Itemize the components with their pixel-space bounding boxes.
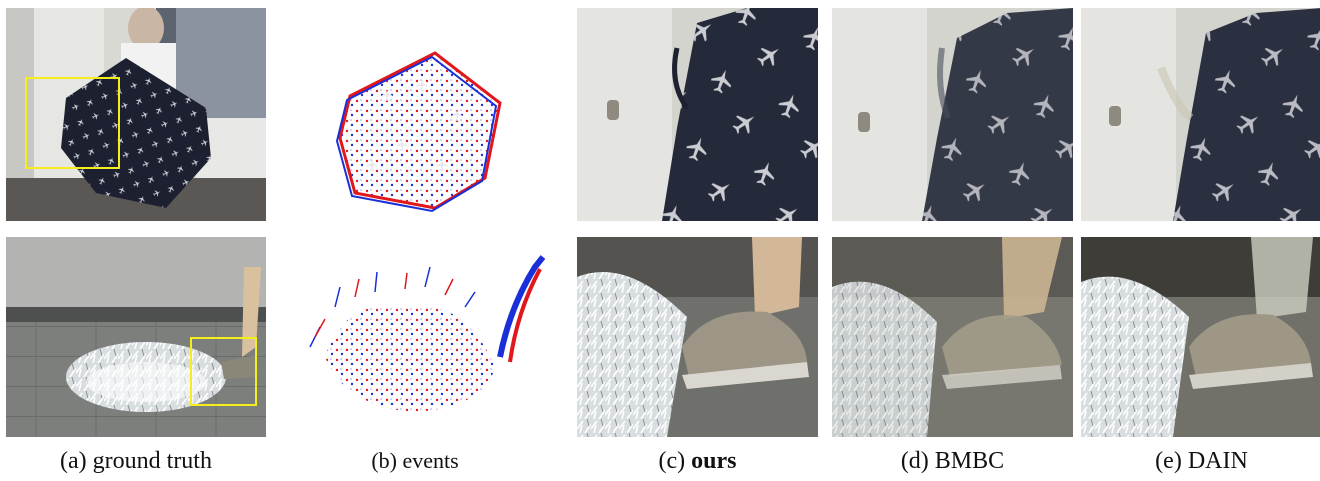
highlight-box xyxy=(25,77,120,169)
image-ours-umbrella xyxy=(577,8,818,221)
image-events-splash xyxy=(285,237,545,437)
image-dain-splash xyxy=(1081,237,1320,437)
caption-a: (a) ground truth xyxy=(60,448,212,474)
image-ground-truth-umbrella xyxy=(6,8,266,221)
caption-d: (d) BMBC xyxy=(900,448,1005,474)
image-events-umbrella xyxy=(285,8,545,221)
caption-e: (e) DAIN xyxy=(1155,448,1248,474)
highlight-box xyxy=(190,337,257,406)
caption-b: (b) events xyxy=(371,448,459,473)
image-ours-splash xyxy=(577,237,818,437)
image-bmbc-splash xyxy=(832,237,1073,437)
image-bmbc-umbrella xyxy=(832,8,1073,221)
image-dain-umbrella xyxy=(1081,8,1320,221)
caption-c: (c) ours xyxy=(658,448,737,474)
